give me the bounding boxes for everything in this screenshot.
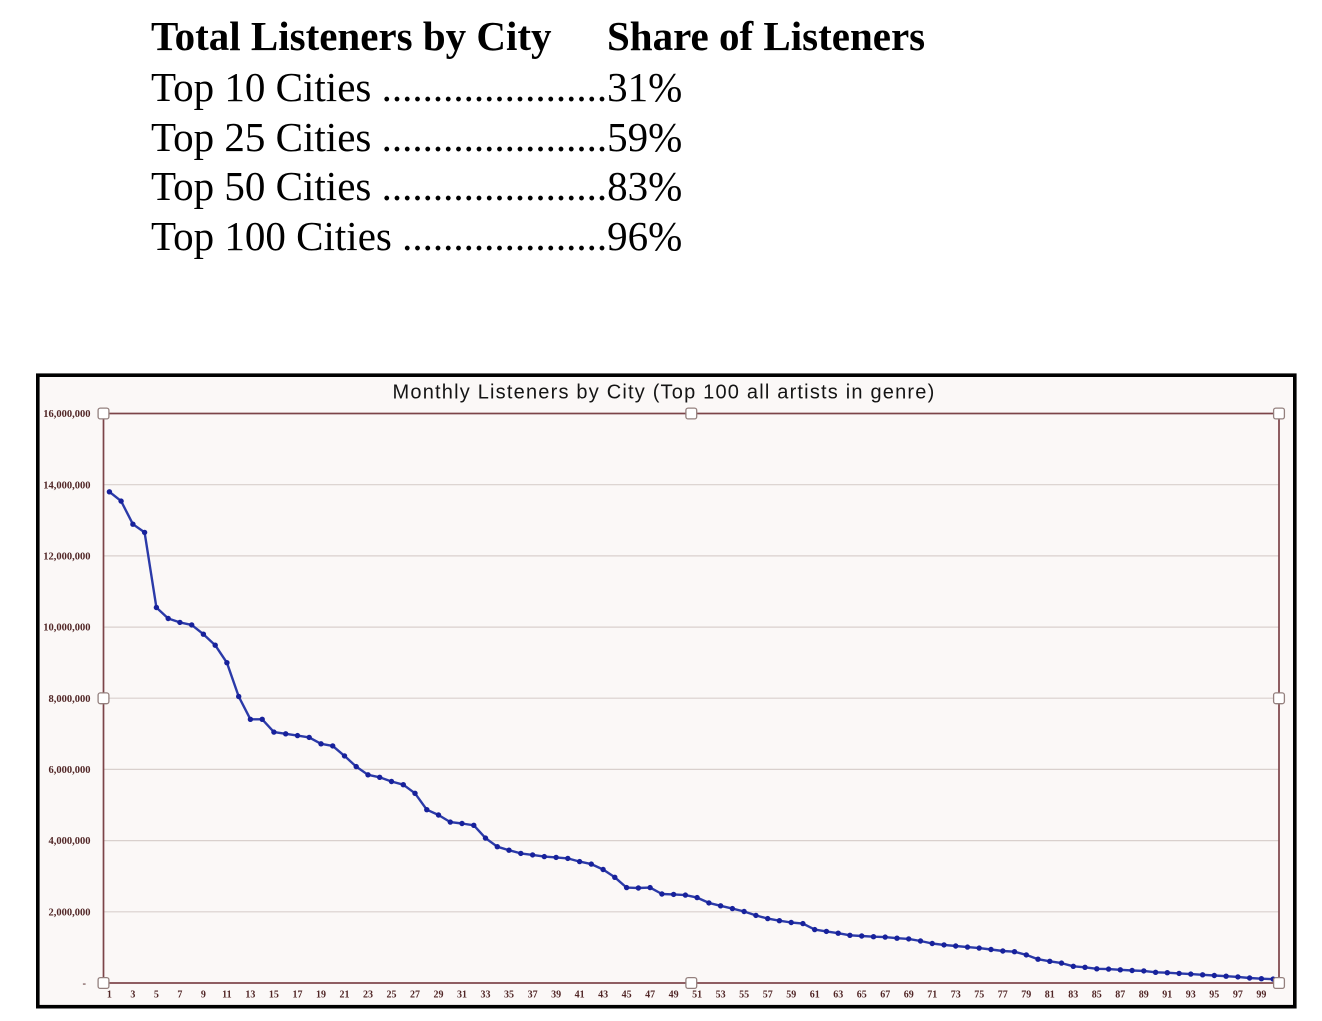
- svg-text:75: 75: [974, 990, 984, 1001]
- svg-text:85: 85: [1092, 990, 1102, 1001]
- svg-text:3: 3: [130, 990, 135, 1001]
- svg-text:73: 73: [951, 990, 961, 1001]
- svg-text:21: 21: [340, 990, 350, 1001]
- svg-text:29: 29: [434, 990, 444, 1001]
- svg-text:63: 63: [833, 990, 843, 1001]
- svg-text:13: 13: [245, 990, 255, 1001]
- svg-text:25: 25: [387, 990, 397, 1001]
- svg-text:45: 45: [622, 990, 632, 1001]
- svg-text:95: 95: [1209, 990, 1219, 1001]
- svg-text:16,000,000: 16,000,000: [43, 409, 90, 420]
- svg-text:17: 17: [293, 990, 303, 1001]
- svg-text:10,000,000: 10,000,000: [43, 623, 90, 634]
- svg-text:15: 15: [269, 990, 279, 1001]
- svg-text:12,000,000: 12,000,000: [43, 552, 90, 563]
- svg-text:49: 49: [669, 990, 679, 1001]
- svg-text:11: 11: [222, 990, 231, 1001]
- svg-text:67: 67: [880, 990, 890, 1001]
- svg-text:55: 55: [739, 990, 749, 1001]
- svg-text:61: 61: [810, 990, 820, 1001]
- svg-text:39: 39: [551, 990, 561, 1001]
- svg-text:2,000,000: 2,000,000: [49, 907, 91, 918]
- svg-text:99: 99: [1256, 990, 1266, 1001]
- svg-text:93: 93: [1186, 990, 1196, 1001]
- svg-text:23: 23: [363, 990, 373, 1001]
- svg-text:69: 69: [904, 990, 914, 1001]
- svg-text:5: 5: [154, 990, 159, 1001]
- svg-text:1: 1: [107, 990, 112, 1001]
- svg-text:57: 57: [763, 990, 773, 1001]
- svg-text:65: 65: [857, 990, 867, 1001]
- svg-text:4,000,000: 4,000,000: [49, 836, 91, 847]
- svg-text:7: 7: [177, 990, 182, 1001]
- svg-text:79: 79: [1021, 990, 1031, 1001]
- svg-text:37: 37: [528, 990, 538, 1001]
- svg-text:41: 41: [575, 990, 585, 1001]
- svg-text:53: 53: [716, 990, 726, 1001]
- svg-text:97: 97: [1233, 990, 1243, 1001]
- svg-text:19: 19: [316, 990, 326, 1001]
- svg-text:31: 31: [457, 990, 467, 1001]
- svg-text:35: 35: [504, 990, 514, 1001]
- svg-text:87: 87: [1115, 990, 1125, 1001]
- svg-text:81: 81: [1045, 990, 1055, 1001]
- svg-text:9: 9: [201, 990, 206, 1001]
- svg-text:43: 43: [598, 990, 608, 1001]
- svg-text:-: -: [83, 979, 87, 990]
- svg-text:14,000,000: 14,000,000: [43, 480, 90, 491]
- svg-text:8,000,000: 8,000,000: [49, 694, 91, 705]
- svg-text:59: 59: [786, 990, 796, 1001]
- svg-text:91: 91: [1162, 990, 1172, 1001]
- svg-text:77: 77: [998, 990, 1008, 1001]
- svg-text:33: 33: [481, 990, 491, 1001]
- svg-text:47: 47: [645, 990, 655, 1001]
- svg-text:89: 89: [1139, 990, 1149, 1001]
- svg-text:6,000,000: 6,000,000: [49, 765, 91, 776]
- svg-text:71: 71: [927, 990, 937, 1001]
- svg-text:51: 51: [692, 990, 702, 1001]
- svg-text:83: 83: [1068, 990, 1078, 1001]
- svg-text:27: 27: [410, 990, 420, 1001]
- svg-text:Monthly Listeners by City (Top: Monthly Listeners by City (Top 100 all a…: [393, 382, 936, 404]
